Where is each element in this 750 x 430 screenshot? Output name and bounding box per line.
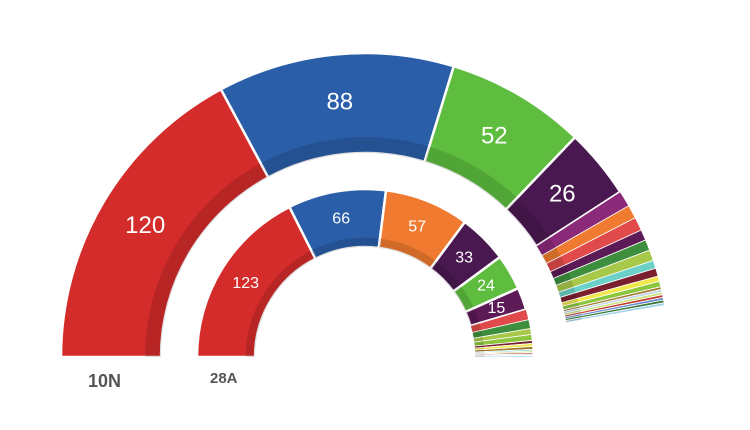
seat-segment-shade-28a-8 bbox=[473, 336, 484, 343]
seat-count-label-28a-2: 57 bbox=[408, 218, 426, 235]
seat-segment-shade-28a-7 bbox=[472, 330, 483, 339]
seat-segment-shade-28a-9 bbox=[474, 340, 484, 347]
seat-count-label-10n-3: 26 bbox=[549, 180, 576, 207]
seat-segment-shade-28a-1 bbox=[311, 237, 380, 259]
seat-segment-shade-10n-2 bbox=[424, 146, 518, 210]
seat-segment-shade-10n-11 bbox=[560, 292, 578, 303]
seat-count-label-28a-1: 66 bbox=[332, 210, 350, 227]
seat-segment-shade-10n-10 bbox=[558, 287, 576, 298]
seat-segment-shade-10n-1 bbox=[260, 136, 430, 178]
seat-segment-shade-10n-3 bbox=[505, 197, 550, 247]
ring-label-10n: 10N bbox=[88, 371, 122, 391]
seat-count-label-28a-3: 33 bbox=[455, 249, 473, 266]
seat-segment-shade-10n-20 bbox=[565, 317, 582, 323]
seat-segment-shade-10n-9 bbox=[555, 279, 574, 293]
seat-count-label-10n-1: 88 bbox=[326, 89, 353, 116]
seat-segment-shade-10n-0 bbox=[145, 163, 269, 357]
ring-label-28a: 28A bbox=[210, 370, 238, 387]
seat-segment-shade-10n-7 bbox=[550, 265, 569, 279]
seat-segment-28a-17 bbox=[474, 355, 534, 358]
seat-segment-shade-28a-4 bbox=[453, 286, 474, 312]
seat-segment-shade-10n-16 bbox=[564, 309, 581, 316]
seat-segment-10n-20 bbox=[565, 302, 666, 323]
seat-segment-shade-28a-17 bbox=[475, 355, 485, 357]
seat-segment-shade-10n-5 bbox=[541, 247, 561, 264]
seat-segment-shade-28a-6 bbox=[470, 323, 482, 333]
ring-10n: 120 88 52 26 bbox=[59, 51, 666, 359]
seat-count-label-10n-0: 120 bbox=[125, 212, 165, 239]
seat-segment-shade-10n-19 bbox=[565, 315, 582, 321]
seat-segment-shade-10n-12 bbox=[561, 298, 579, 307]
seat-segment-shade-28a-2 bbox=[378, 238, 436, 269]
seat-segment-shade-28a-5 bbox=[465, 308, 480, 326]
seat-count-label-10n-2: 52 bbox=[481, 123, 508, 150]
seat-count-label-28a-5: 15 bbox=[488, 300, 506, 317]
seat-segment-shade-10n-8 bbox=[553, 272, 571, 286]
seat-count-label-28a-0: 123 bbox=[232, 275, 259, 292]
seat-segment-shade-10n-15 bbox=[563, 308, 580, 314]
seat-count-label-28a-4: 24 bbox=[477, 278, 495, 295]
seat-segment-shade-28a-3 bbox=[430, 261, 461, 292]
seat-segment-shade-10n-13 bbox=[562, 302, 580, 310]
seat-segment-shade-28a-0 bbox=[245, 250, 316, 357]
seat-segment-shade-10n-4 bbox=[536, 237, 556, 256]
seat-segment-shade-10n-18 bbox=[565, 313, 582, 319]
seat-segment-shade-10n-14 bbox=[563, 306, 580, 312]
seat-segment-shade-10n-17 bbox=[564, 311, 581, 317]
seat-segment-shade-10n-6 bbox=[546, 256, 565, 272]
